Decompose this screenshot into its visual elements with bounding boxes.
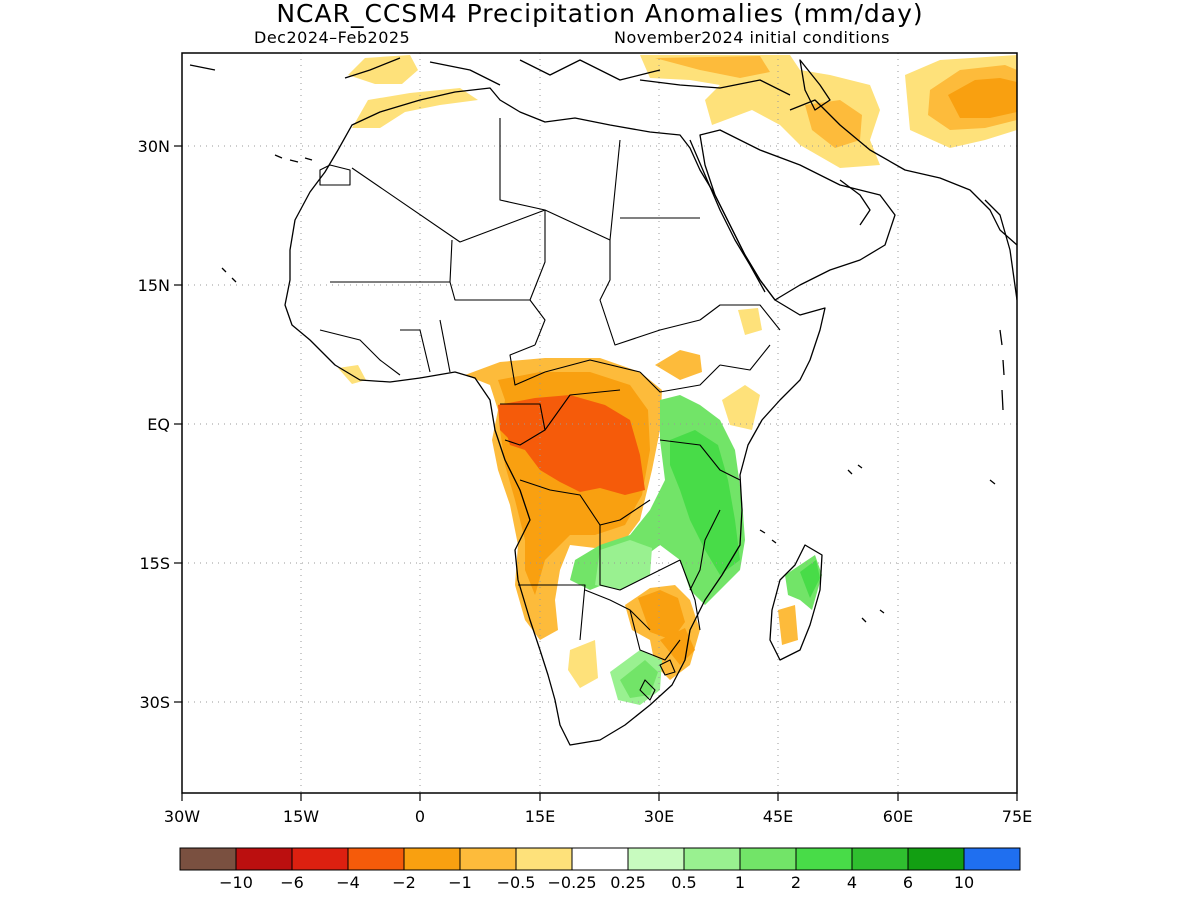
anomaly-south-africa-east-core bbox=[620, 660, 658, 698]
anomaly-pakistan-max bbox=[948, 78, 1017, 118]
mascarene-islands bbox=[861, 609, 885, 623]
colorbar-swatch bbox=[851, 847, 909, 871]
anomaly-mediterranean-central bbox=[352, 88, 478, 128]
colorbar-label: −4 bbox=[336, 873, 360, 892]
colorbar-label: 2 bbox=[791, 873, 801, 892]
lon-axis: 30W 15W 0 15E 30E 45E 60E 75E bbox=[164, 807, 1032, 826]
colorbar-swatch bbox=[907, 847, 965, 871]
madagascar-coastline bbox=[769, 544, 823, 661]
colorbar-swatch bbox=[515, 847, 573, 871]
colorbar-swatch bbox=[627, 847, 685, 871]
lon-label: 30W bbox=[164, 807, 200, 826]
colorbar-label: 0.5 bbox=[671, 873, 696, 892]
lon-label: 75E bbox=[1002, 807, 1032, 826]
anomaly-kenya bbox=[722, 385, 760, 430]
lon-label: 15E bbox=[525, 807, 555, 826]
colorbar-swatch bbox=[459, 847, 517, 871]
cape-verde-islands bbox=[221, 267, 237, 283]
colorbar-swatch bbox=[739, 847, 797, 871]
colorbar-label: −10 bbox=[219, 873, 253, 892]
red-sea-coastline bbox=[689, 139, 766, 293]
chart-title: NCAR_CCSM4 Precipitation Anomalies (mm/d… bbox=[276, 0, 924, 28]
lon-label: 60E bbox=[883, 807, 913, 826]
colorbar-label: 10 bbox=[954, 873, 974, 892]
arabia-coastline bbox=[699, 129, 896, 301]
lat-label: 15N bbox=[138, 276, 170, 295]
colorbar: −10 −6 −4 −2 −1 −0.5 −0.25 0.25 0.5 1 2 4 6 10 bbox=[179, 847, 1021, 892]
india-coastline bbox=[984, 199, 1017, 301]
colorbar-label: 6 bbox=[903, 873, 913, 892]
anomaly-middle-east bbox=[640, 55, 880, 168]
anomaly-field bbox=[338, 55, 1017, 705]
colorbar-swatch bbox=[235, 847, 293, 871]
colorbar-swatch bbox=[795, 847, 853, 871]
europe-coastline bbox=[189, 57, 661, 86]
colorbar-swatch bbox=[179, 847, 237, 871]
lat-label: EQ bbox=[147, 415, 170, 434]
colorbar-label: −2 bbox=[392, 873, 416, 892]
iran-coastline bbox=[789, 99, 1017, 246]
country-borders bbox=[319, 118, 781, 701]
colorbar-label: 0.25 bbox=[610, 873, 646, 892]
colorbar-swatch bbox=[403, 847, 461, 871]
comoros-islands bbox=[759, 529, 777, 544]
colorbar-swatch bbox=[291, 847, 349, 871]
maldives-islands bbox=[999, 329, 1005, 411]
anomaly-ethiopia bbox=[738, 308, 762, 335]
colorbar-swatch bbox=[683, 847, 741, 871]
anomaly-east-africa-core bbox=[670, 430, 740, 575]
colorbar-label: 4 bbox=[847, 873, 857, 892]
lon-label: 45E bbox=[763, 807, 793, 826]
colorbar-label: −0.5 bbox=[497, 873, 536, 892]
turkey-coastline bbox=[639, 79, 791, 96]
colorbar-label: −0.25 bbox=[547, 873, 596, 892]
lon-label: 15W bbox=[283, 807, 319, 826]
lat-label: 30N bbox=[138, 137, 170, 156]
forecast-period: Dec2024–Feb2025 bbox=[254, 28, 411, 47]
anomaly-south-sudan bbox=[655, 350, 702, 380]
caspian-coastline bbox=[799, 59, 831, 111]
anomaly-iran bbox=[655, 56, 770, 78]
anomaly-iran-south bbox=[805, 100, 862, 148]
anomaly-gabon-core bbox=[498, 400, 550, 445]
map-frame bbox=[181, 52, 1018, 794]
colorbar-label: 1 bbox=[735, 873, 745, 892]
lon-label: 30E bbox=[644, 807, 674, 826]
canary-islands bbox=[274, 154, 313, 163]
anomaly-zambia bbox=[595, 540, 652, 590]
lat-axis: 30N 15N EQ 15S 30S bbox=[138, 137, 170, 712]
colorbar-label: −1 bbox=[448, 873, 472, 892]
anomaly-zimbabwe-core bbox=[638, 590, 685, 640]
colorbar-swatch bbox=[963, 847, 1021, 871]
colorbar-label: −6 bbox=[280, 873, 304, 892]
gulf-coastline bbox=[839, 179, 871, 226]
anomaly-madagascar-east-core bbox=[800, 560, 820, 598]
colorbar-swatch bbox=[347, 847, 405, 871]
seychelles-islands bbox=[847, 464, 996, 485]
anomaly-mediterranean-west bbox=[348, 55, 418, 84]
colorbar-swatch bbox=[571, 847, 629, 871]
africa-coastline bbox=[284, 87, 826, 746]
anomaly-sw-africa bbox=[568, 640, 598, 688]
lon-label: 0 bbox=[415, 807, 425, 826]
anomaly-madagascar-west bbox=[778, 605, 798, 645]
lat-label: 15S bbox=[139, 554, 170, 573]
initial-conditions: November2024 initial conditions bbox=[614, 28, 890, 47]
lat-label: 30S bbox=[139, 693, 170, 712]
axis-ticks bbox=[174, 145, 1018, 801]
